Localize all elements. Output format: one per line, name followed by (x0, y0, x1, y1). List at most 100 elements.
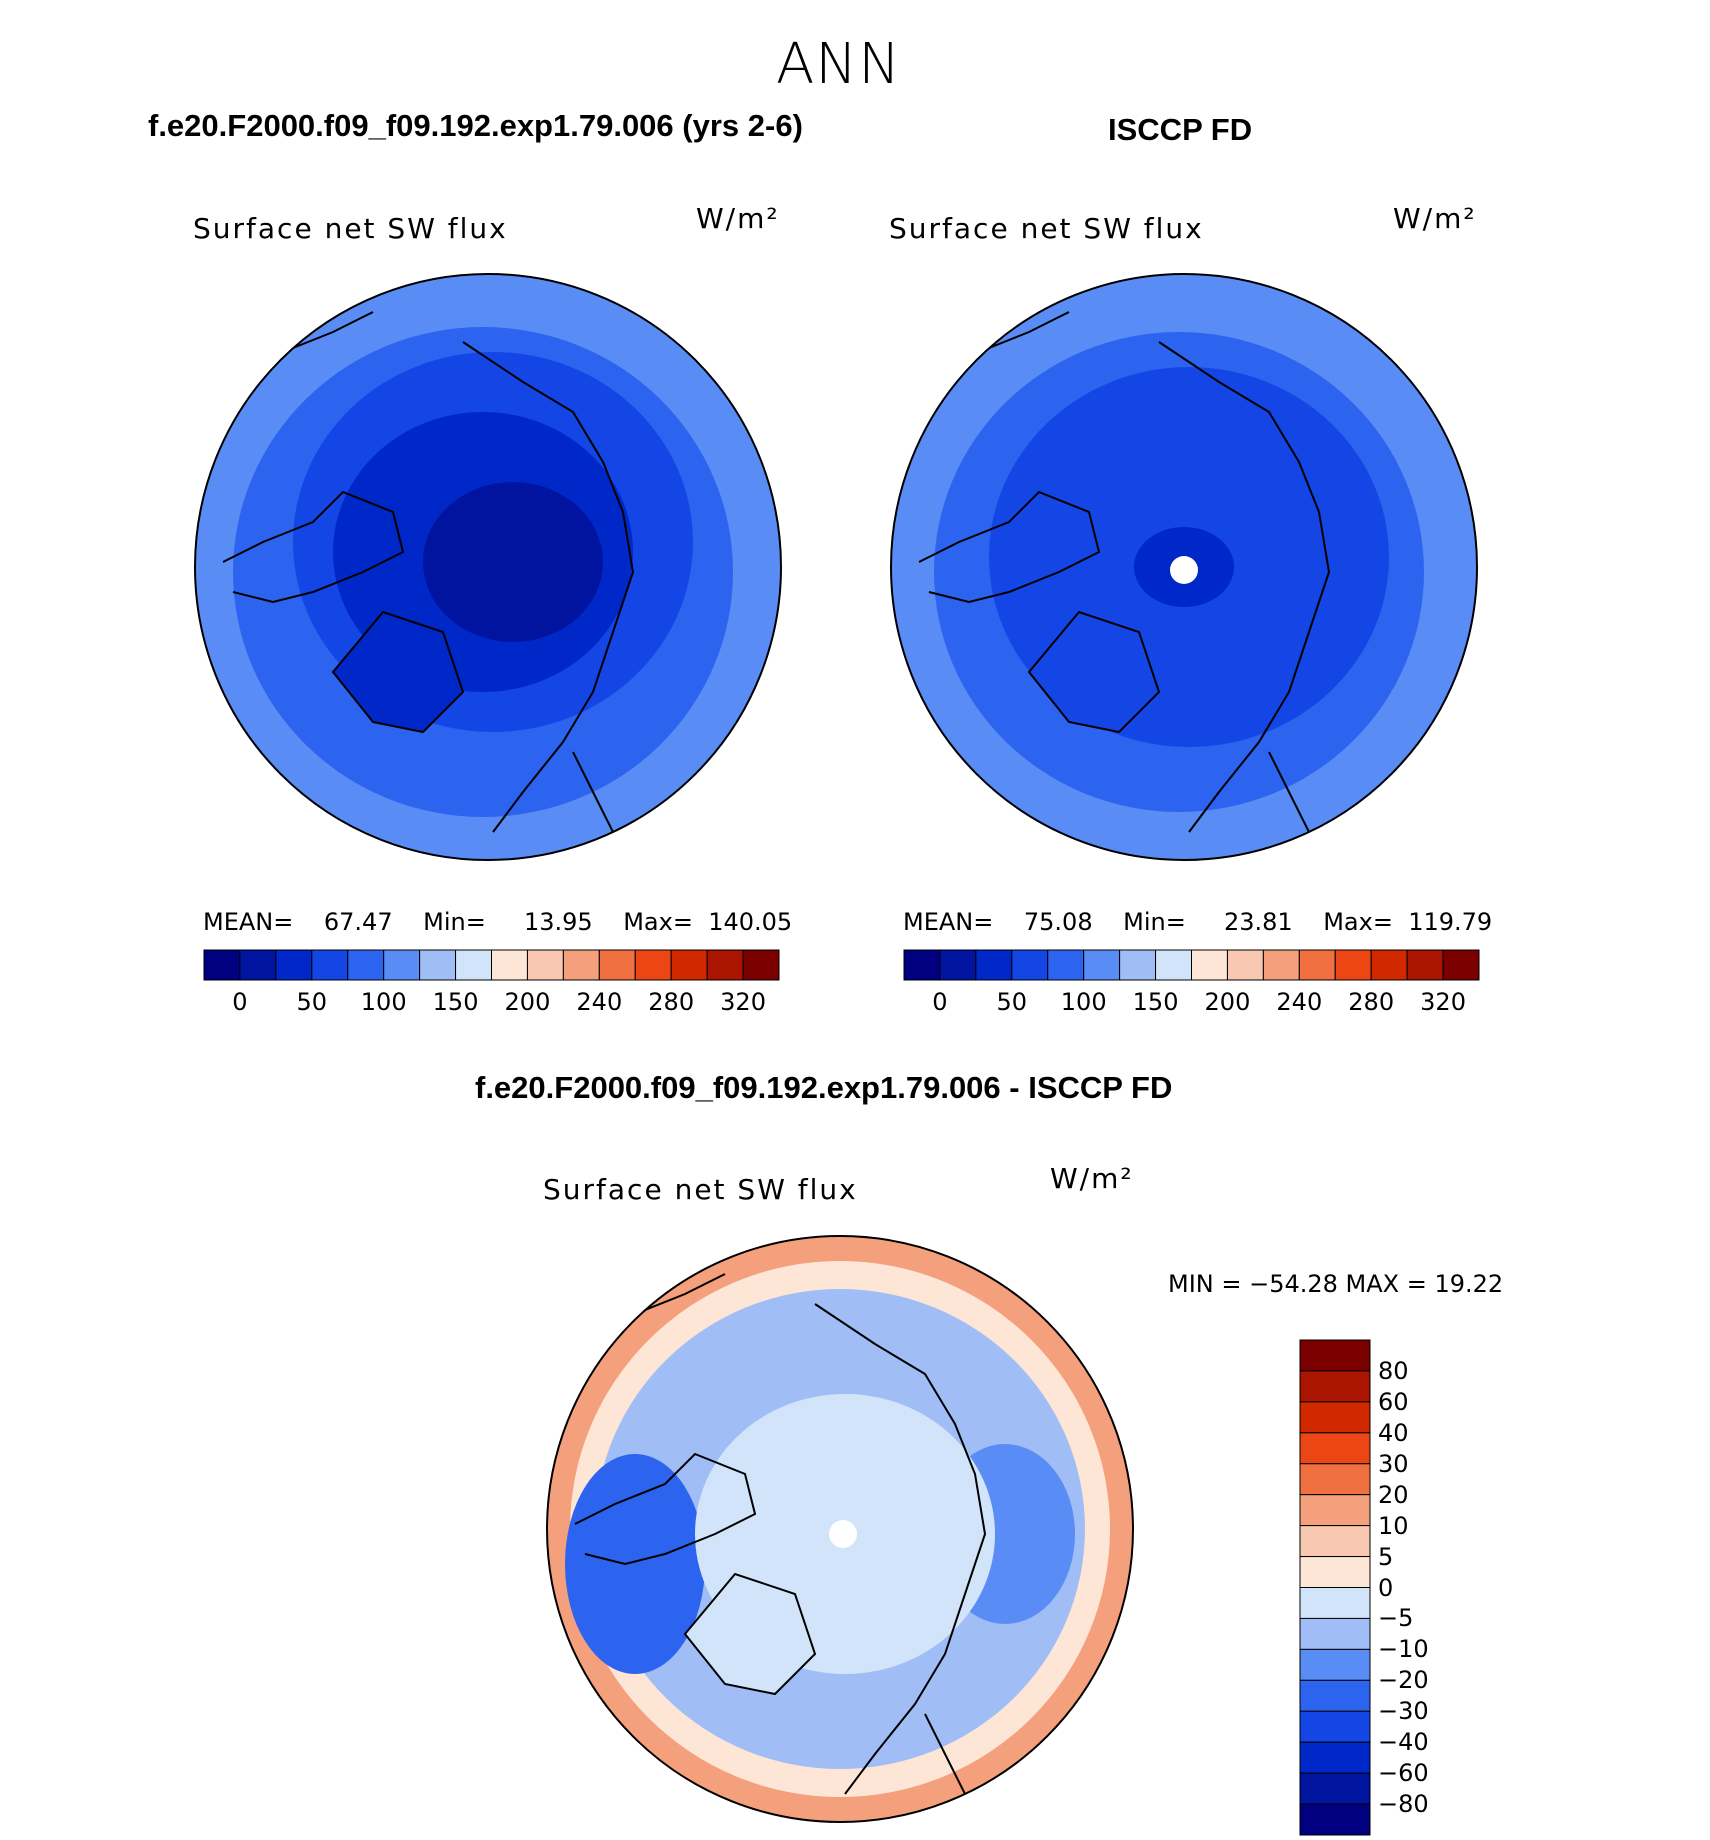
obs-colorbar-swatch (903, 949, 941, 981)
obs-colorbar-swatch (1119, 949, 1157, 981)
obs-colorbar (903, 949, 1480, 981)
obs-colorbar-swatch (1047, 949, 1085, 981)
model-colorbar-swatch (311, 949, 349, 981)
model-colorbar-tick-label: 200 (504, 988, 551, 1016)
model-colorbar-swatch (383, 949, 421, 981)
model-colorbar-swatch (455, 949, 492, 981)
diff-coastline-eurasia (814, 1303, 987, 1795)
difference-colorbar-swatch (1299, 1525, 1371, 1558)
difference-variable-label: Surface net SW flux (543, 1173, 858, 1206)
obs-colorbar-tick-label: 50 (996, 988, 1028, 1016)
obs-colorbar-ticks: 0 50 100 150 200 240 280 320 (904, 988, 1479, 1018)
model-colorbar-tick-label: 100 (360, 988, 407, 1016)
obs-case-title: ISCCP FD (1108, 112, 1253, 147)
diff-coastline-north-america (574, 1452, 757, 1566)
difference-colorbar-tick-label: 30 (1378, 1449, 1409, 1478)
obs-pole-hole (1170, 556, 1198, 584)
model-max-value: 140.05 (708, 908, 793, 936)
obs-colorbar-swatch (1298, 949, 1336, 981)
obs-colorbar-swatch (1406, 949, 1444, 981)
difference-colorbar-tick-label: 0 (1378, 1573, 1394, 1602)
obs-mean-label: MEAN= (903, 908, 994, 936)
model-greenland (331, 610, 465, 734)
model-case-title: f.e20.F2000.f09_f09.192.exp1.79.006 (yrs… (148, 108, 803, 143)
obs-min-value: 23.81 (1223, 908, 1293, 936)
model-colorbar-swatch (239, 949, 277, 981)
difference-units-label: W/m² (1050, 1162, 1134, 1195)
obs-stats: MEAN= 75.08 Min= 23.81 Max= 119.79 (903, 908, 1492, 936)
diff-pole-hole (829, 1520, 857, 1548)
model-colorbar-tick-label: 150 (432, 988, 479, 1016)
difference-colorbar (1299, 1339, 1371, 1836)
model-colorbar-tick-label: 320 (720, 988, 766, 1016)
difference-colorbar-tick-label: −40 (1378, 1728, 1429, 1757)
model-colorbar-ticks: 0 50 100 150 200 240 280 320 (204, 988, 779, 1018)
obs-colorbar-swatch (975, 949, 1013, 981)
obs-coastline-north-america (918, 490, 1101, 604)
model-colorbar-tick-label: 0 (232, 988, 248, 1016)
obs-polar-map (890, 273, 1478, 861)
obs-colorbar-tick-label: 320 (1420, 988, 1466, 1016)
difference-colorbar-swatch (1299, 1432, 1371, 1465)
model-polar-map (194, 273, 782, 861)
difference-colorbar-tick-label: −60 (1378, 1759, 1429, 1788)
model-colorbar-tick-label: 240 (576, 988, 623, 1016)
difference-colorbar-swatch (1299, 1587, 1371, 1619)
model-variable-label: Surface net SW flux (193, 212, 508, 245)
difference-colorbar-ticks: 80 60 40 30 20 10 5 0 −5 −10 −20 −30 −40 −60 −80 (1378, 1340, 1458, 1835)
obs-greenland (1027, 610, 1161, 734)
obs-units-label: W/m² (1393, 202, 1477, 235)
model-mean-label: MEAN= (203, 908, 294, 936)
model-units-label: W/m² (696, 202, 780, 235)
model-core (423, 482, 603, 642)
model-colorbar-swatch (634, 949, 672, 981)
diff-blob-west (565, 1454, 705, 1674)
model-colorbar-swatch (347, 949, 385, 981)
obs-colorbar-swatch (1370, 949, 1408, 981)
difference-colorbar-tick-label: −5 (1378, 1604, 1414, 1633)
difference-colorbar-swatch (1299, 1494, 1371, 1527)
difference-polar-map (546, 1235, 1134, 1823)
difference-colorbar-tick-label: 40 (1378, 1418, 1409, 1447)
model-max-label: Max= (623, 908, 693, 936)
season-title: ANN (776, 32, 902, 97)
obs-colorbar-tick-label: 150 (1132, 988, 1179, 1016)
diff-greenland (683, 1572, 817, 1696)
difference-colorbar-tick-label: 20 (1378, 1480, 1409, 1509)
difference-colorbar-swatch (1299, 1741, 1371, 1774)
model-stats: MEAN= 67.47 Min= 13.95 Max= 140.05 (203, 908, 792, 936)
model-colorbar-swatch (491, 949, 528, 981)
obs-colorbar-tick-label: 100 (1060, 988, 1107, 1016)
obs-colorbar-swatch (1083, 949, 1121, 981)
difference-colorbar-swatch (1299, 1339, 1371, 1372)
difference-colorbar-swatch (1299, 1463, 1371, 1496)
model-colorbar-swatch (419, 949, 457, 981)
obs-colorbar-swatch (1334, 949, 1372, 981)
difference-colorbar-swatch (1299, 1370, 1371, 1403)
difference-colorbar-tick-label: 60 (1378, 1387, 1409, 1416)
model-colorbar-swatch (742, 949, 780, 981)
model-colorbar-tick-label: 280 (648, 988, 695, 1016)
obs-coastline-eurasia (1158, 341, 1331, 833)
obs-colorbar-tick-label: 280 (1348, 988, 1395, 1016)
model-colorbar-tick-label: 50 (296, 988, 328, 1016)
model-min-label: Min= (423, 908, 486, 936)
difference-min-max: MIN = −54.28 MAX = 19.22 (1168, 1270, 1504, 1298)
obs-colorbar-swatch (1226, 949, 1264, 981)
obs-colorbar-swatch (1442, 949, 1480, 981)
difference-colorbar-tick-label: −10 (1378, 1635, 1429, 1664)
obs-max-label: Max= (1323, 908, 1393, 936)
obs-colorbar-swatch (1155, 949, 1192, 981)
difference-colorbar-swatch (1299, 1556, 1371, 1588)
model-colorbar-swatch (706, 949, 744, 981)
difference-colorbar-swatch (1299, 1772, 1371, 1805)
difference-colorbar-swatch (1299, 1710, 1371, 1743)
obs-mean-value: 75.08 (1023, 908, 1093, 936)
difference-colorbar-swatch (1299, 1648, 1371, 1681)
difference-colorbar-tick-label: 10 (1378, 1511, 1409, 1540)
model-colorbar-swatch (562, 949, 600, 981)
model-colorbar-swatch (275, 949, 313, 981)
difference-colorbar-tick-label: −20 (1378, 1666, 1429, 1695)
obs-colorbar-swatch (1262, 949, 1300, 981)
difference-colorbar-tick-label: −30 (1378, 1697, 1429, 1726)
